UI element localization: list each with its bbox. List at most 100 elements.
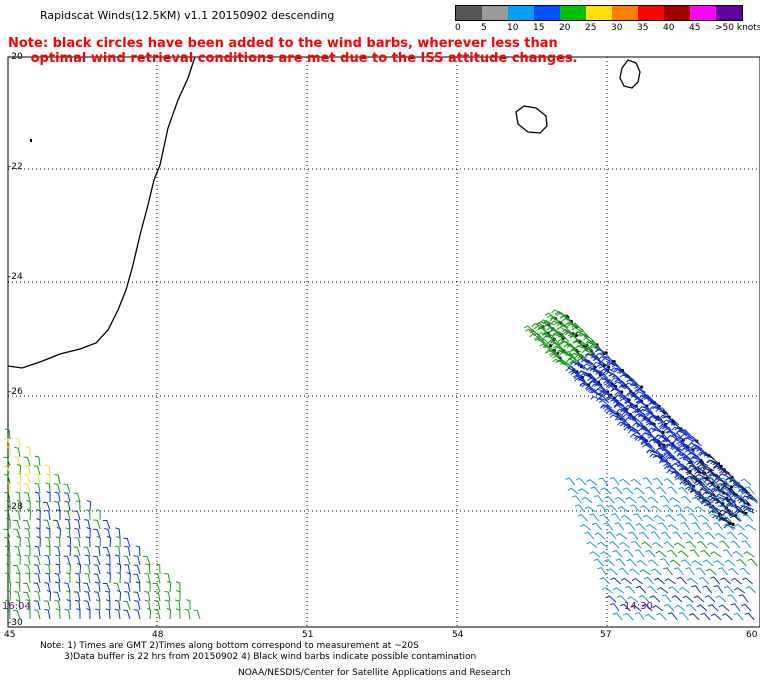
note-line-1: Note: black circles have been added to t… <box>8 36 558 51</box>
lon-label-51: 51 <box>302 630 314 640</box>
wind-barb <box>598 477 609 486</box>
wind-barb <box>715 532 727 540</box>
wind-barbs-right-swath <box>523 309 758 621</box>
wind-barb <box>686 461 698 469</box>
wind-barb <box>144 599 151 611</box>
wind-barb <box>629 504 640 513</box>
wind-barb <box>153 573 161 584</box>
wind-barb <box>719 540 730 549</box>
wind-barb <box>694 470 707 476</box>
wind-barb <box>83 582 91 593</box>
wind-barb <box>175 581 181 593</box>
wind-barb <box>55 608 61 620</box>
wind-barb <box>692 446 705 452</box>
wind-barb <box>65 590 71 602</box>
wind-barb <box>596 397 608 402</box>
time-label-right: 14:30 <box>624 601 653 612</box>
wind-barb <box>135 545 141 557</box>
wind-barb <box>647 559 659 567</box>
wind-barb <box>733 523 746 531</box>
wind-barb <box>644 442 656 451</box>
wind-barb <box>565 367 578 373</box>
wind-barb <box>621 411 634 417</box>
wind-barb <box>558 334 570 343</box>
wind-barb <box>84 554 91 566</box>
wind-barb <box>612 486 623 495</box>
wind-barb <box>3 438 11 449</box>
wind-barb <box>26 545 31 557</box>
wind-barb <box>15 599 21 611</box>
wind-barb <box>698 576 710 585</box>
wind-barb <box>634 549 645 558</box>
wind-barb <box>63 510 71 521</box>
wind-barb <box>16 472 22 485</box>
wind-barb <box>655 550 667 558</box>
wind-barb <box>628 378 640 387</box>
wind-barb <box>636 423 648 431</box>
wind-barb <box>599 513 610 522</box>
wind-barb <box>642 408 654 415</box>
wind-barb <box>656 587 669 594</box>
wind-barb <box>656 612 667 621</box>
wind-barb <box>707 481 719 488</box>
wind-barb <box>744 612 755 621</box>
wind-barb <box>42 501 51 512</box>
wind-barb <box>594 495 604 504</box>
wind-barb <box>704 595 716 603</box>
wind-barb <box>560 324 571 333</box>
wind-barb <box>24 492 31 503</box>
wind-barb <box>550 338 561 346</box>
wind-barb <box>669 455 681 463</box>
wind-barb <box>679 453 692 460</box>
wind-barb <box>599 389 611 396</box>
wind-barb <box>696 604 708 612</box>
wind-barb <box>645 523 658 531</box>
wind-barb <box>629 568 640 576</box>
legend-label: 25 <box>585 23 597 33</box>
lon-label-54: 54 <box>452 630 464 640</box>
wind-barb <box>638 531 650 540</box>
wind-barb <box>135 581 141 593</box>
wind-barb <box>5 428 11 440</box>
wind-barb <box>644 613 656 621</box>
legend-swatch <box>560 6 586 20</box>
wind-barb <box>709 576 721 585</box>
wind-barb <box>652 605 664 612</box>
wind-barb <box>13 519 21 530</box>
wind-barb <box>660 434 671 442</box>
wind-barb <box>106 535 112 548</box>
wind-barb <box>638 405 651 411</box>
wind-barb <box>690 490 702 497</box>
wind-barb <box>626 596 639 603</box>
wind-barb <box>23 591 31 602</box>
wind-barb <box>624 375 635 384</box>
wind-barb <box>610 398 621 407</box>
wind-barb <box>699 471 710 479</box>
wind-barb <box>653 515 665 522</box>
wind-barb <box>35 527 41 539</box>
wind-barb <box>739 567 750 576</box>
wind-barb <box>594 383 606 391</box>
wind-barb <box>719 477 730 486</box>
wind-barb <box>742 577 753 585</box>
wind-barb <box>44 536 51 548</box>
wind-barb <box>63 555 71 566</box>
wind-barb <box>685 603 697 612</box>
contamination-dot <box>731 522 735 526</box>
wind-barb <box>709 513 720 522</box>
wind-barb <box>696 540 708 549</box>
wind-barb <box>133 591 141 602</box>
wind-barb <box>691 477 702 485</box>
wind-barb <box>740 504 750 513</box>
wind-barb <box>691 522 702 531</box>
wind-barb <box>93 564 101 575</box>
wind-barb <box>584 346 596 354</box>
wind-barb <box>5 608 11 620</box>
wind-barb <box>627 426 639 432</box>
wind-barb <box>668 467 680 474</box>
wind-barb <box>26 446 31 458</box>
wind-barb <box>655 440 667 449</box>
wind-barb <box>631 405 643 413</box>
wind-barb <box>123 600 131 611</box>
wind-barb <box>3 528 11 539</box>
